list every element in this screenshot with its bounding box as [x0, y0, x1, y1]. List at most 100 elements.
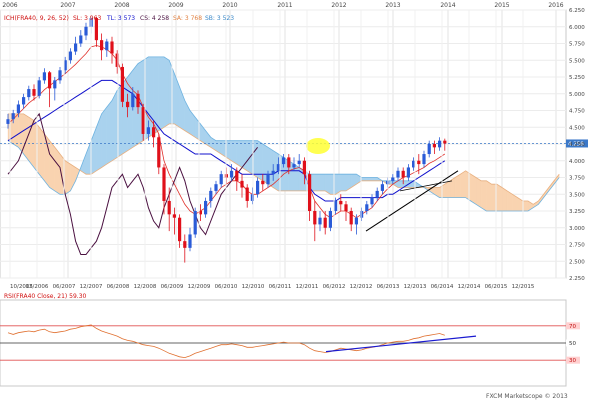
x-tick-label: 12/2010: [242, 284, 265, 290]
candle-body: [198, 211, 202, 215]
year-label: 2014: [440, 2, 455, 9]
cloud-segment: [330, 173, 336, 195]
cloud-segment: [49, 140, 55, 192]
cloud-segment: [257, 140, 263, 182]
candle-body: [162, 167, 166, 201]
candle-body: [266, 174, 270, 185]
y-tick-label: 3.750: [569, 176, 585, 182]
candle-body: [131, 93, 135, 108]
candle-body: [427, 144, 431, 155]
x-tick-label: 12/2006: [26, 284, 49, 290]
y-tick-label: 5.500: [569, 58, 585, 64]
candle-body: [126, 101, 130, 108]
cloud-segment: [158, 56, 165, 131]
current-price-badge: [566, 139, 588, 148]
year-label: 2010: [222, 2, 237, 9]
candle-body: [334, 200, 338, 211]
main-legend-sb: SB: 3 523: [205, 15, 234, 22]
cloud-segment: [39, 126, 45, 182]
cloud-segment: [455, 173, 461, 198]
cloud-segment: [475, 177, 482, 209]
candle-body: [58, 70, 62, 81]
cloud-segment: [127, 69, 134, 152]
year-label: 2012: [331, 2, 346, 9]
support-trendline: [365, 170, 459, 232]
candle-body: [256, 180, 260, 195]
candle-body: [297, 160, 301, 165]
x-tick-label: 12/2007: [80, 284, 103, 290]
candle-body: [344, 204, 348, 211]
x-tick-label: 12/2013: [404, 284, 427, 290]
candle-body: [68, 51, 72, 61]
candle-body: [79, 35, 83, 44]
candle-body: [354, 217, 358, 225]
candle-body: [302, 160, 306, 175]
cloud-segment: [460, 170, 466, 198]
candle-body: [443, 140, 447, 144]
candle-body: [188, 234, 192, 248]
senkou-span-a-line: [8, 113, 560, 205]
x-tick-label: 12/2009: [188, 284, 211, 290]
y-tick-label: 4.250: [569, 142, 585, 148]
rsi-legend: RSI(FRA40 Close, 21) 59.30: [4, 293, 87, 300]
candle-body: [261, 180, 265, 185]
y-tick-label: 2.250: [569, 276, 585, 282]
cloud-segment: [361, 177, 367, 182]
candle-body: [230, 170, 234, 178]
x-tick-label: 06/2009: [161, 284, 184, 290]
highlight-ellipse: [306, 138, 330, 154]
x-tick-label: 06/2007: [53, 284, 76, 290]
rsi-level-badge: [566, 356, 580, 364]
cloud-segment: [236, 140, 243, 168]
candle-body: [193, 211, 197, 235]
main-legend-sa: SA: 3 768: [173, 15, 202, 22]
year-label: 2013: [385, 2, 400, 9]
year-label: 2009: [168, 2, 183, 9]
x-tick-label: 12/2011: [296, 284, 319, 290]
candle-body: [365, 204, 369, 211]
candle-body: [214, 184, 218, 191]
y-tick-label: 4.500: [569, 125, 585, 131]
candle-body: [63, 60, 67, 71]
current-price-label: 4.258: [568, 142, 584, 148]
cloud-segment: [501, 187, 508, 212]
candle-body: [422, 154, 426, 165]
y-tick-label: 3.000: [569, 226, 585, 232]
candle-body: [48, 72, 52, 89]
cloud-segment: [163, 56, 170, 128]
candle-body: [105, 41, 109, 51]
rsi-trendline: [325, 335, 477, 353]
candle-body: [318, 217, 322, 225]
candle-body: [120, 66, 124, 102]
candle-body: [245, 187, 249, 201]
y-tick-label: 5.250: [569, 75, 585, 81]
cloud-segment: [522, 200, 529, 212]
candle-body: [11, 113, 15, 120]
candle-body: [349, 211, 353, 225]
y-tick-label: 2.750: [569, 243, 585, 249]
candle-body: [178, 217, 182, 242]
candle-body: [250, 194, 254, 201]
y-tick-label: 5.000: [569, 92, 585, 98]
candle-body: [157, 137, 161, 168]
candle-body: [183, 241, 187, 248]
x-tick-label: 10/2005: [10, 284, 33, 290]
x-tick-label: 12/2012: [350, 284, 373, 290]
cloud-segment: [314, 173, 321, 192]
cloud-segment: [366, 177, 373, 182]
cloud-segment: [64, 160, 71, 195]
year-label: 2015: [494, 2, 509, 9]
candle-body: [406, 167, 410, 178]
candle-body: [313, 211, 317, 225]
main-legend-indicator: ICH(FRA40, 9, 26, 52): [4, 15, 69, 22]
cloud-segment: [481, 180, 487, 212]
candle-body: [412, 160, 416, 168]
cloud-segment: [496, 183, 503, 212]
year-label: 2011: [277, 2, 292, 9]
x-tick-label: 06/2014: [431, 284, 454, 290]
candle-body: [22, 97, 26, 105]
candle-body: [292, 164, 296, 168]
candle-body: [42, 72, 46, 81]
